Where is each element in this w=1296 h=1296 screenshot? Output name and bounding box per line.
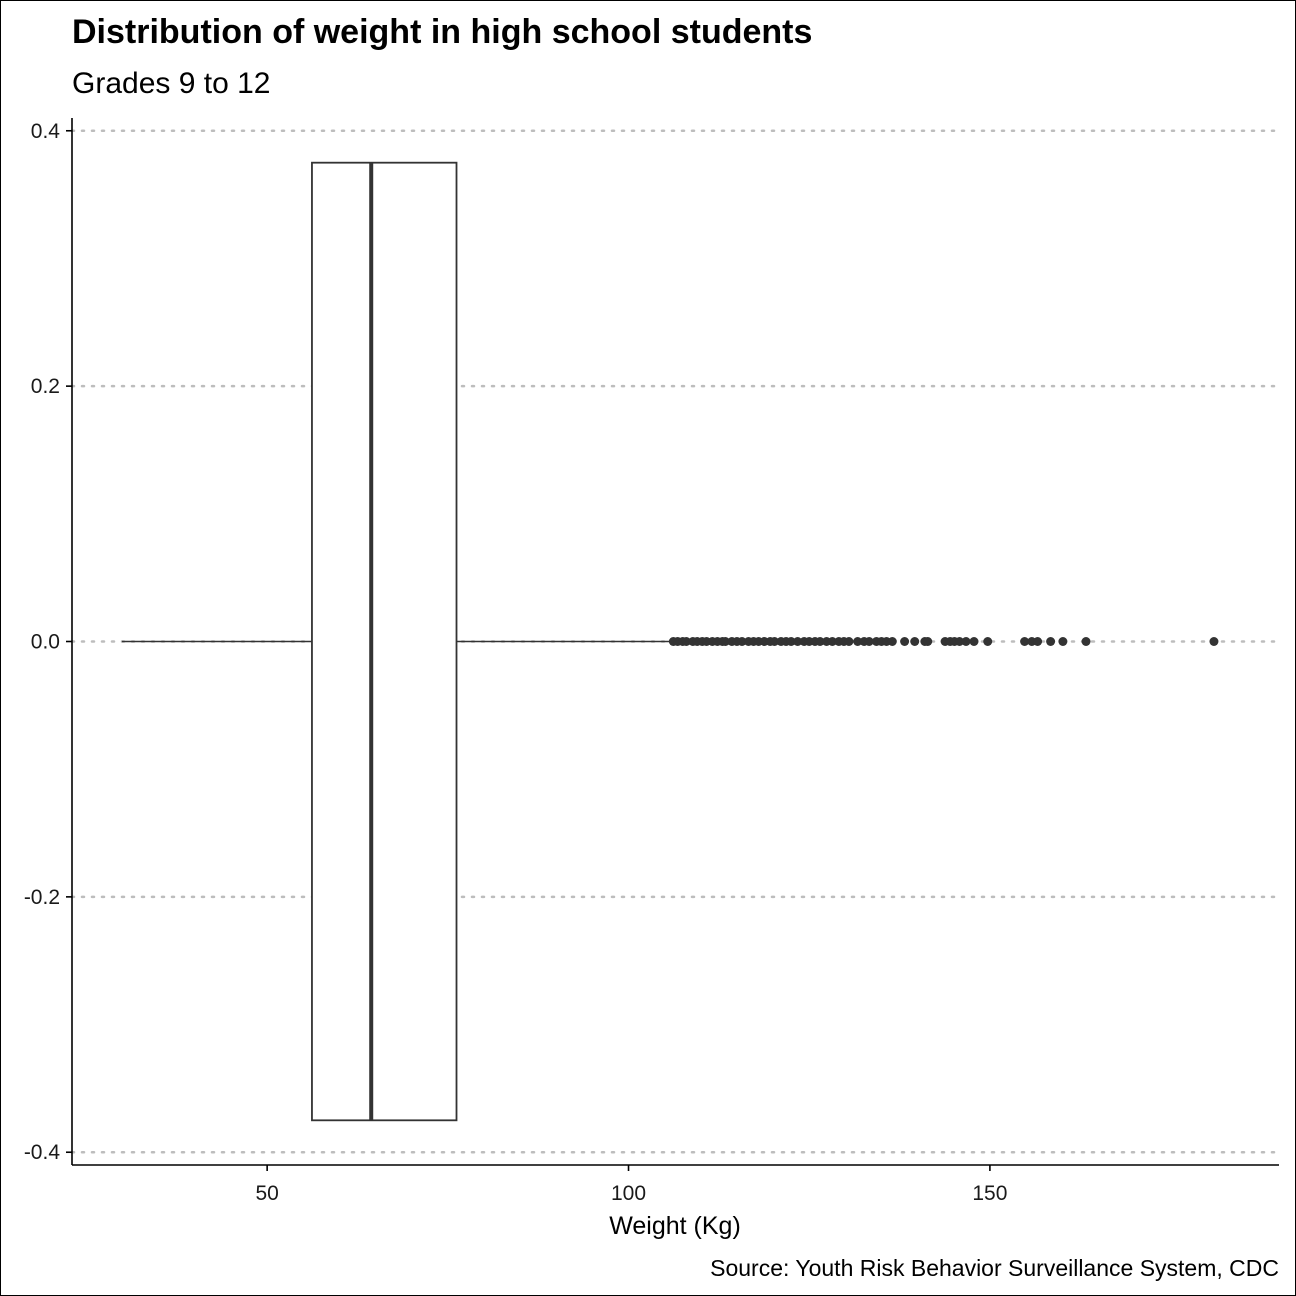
y-tick-label: -0.4 xyxy=(24,1141,61,1164)
outlier-point xyxy=(1046,637,1056,646)
chart-subtitle: Grades 9 to 12 xyxy=(72,67,270,100)
x-axis-title: Weight (Kg) xyxy=(609,1212,741,1240)
outlier-point xyxy=(844,637,854,646)
outlier-point xyxy=(961,637,971,646)
outlier-point xyxy=(770,637,780,646)
outlier-point xyxy=(1020,637,1030,646)
x-tick-label: 150 xyxy=(972,1182,1007,1205)
chart-caption: Source: Youth Risk Behavior Surveillance… xyxy=(710,1255,1279,1281)
box-iqr xyxy=(311,161,458,1122)
y-tick-label: 0.4 xyxy=(31,120,61,143)
x-axis-ticks: 50 100 150 xyxy=(255,1165,1007,1205)
outlier-point xyxy=(720,637,730,646)
y-tick-label: 0.0 xyxy=(31,631,60,654)
outlier-point xyxy=(1209,637,1219,646)
outlier-point xyxy=(681,637,691,646)
outlier-point xyxy=(853,637,863,646)
outlier-point xyxy=(969,637,979,646)
y-axis-ticks: 0.4 0.2 0.0 -0.2 -0.4 xyxy=(24,120,72,1164)
outlier-point xyxy=(955,637,965,646)
x-tick-label: 100 xyxy=(611,1182,646,1205)
y-tick-label: 0.2 xyxy=(31,375,60,398)
outlier-point xyxy=(737,637,747,646)
outlier-point xyxy=(815,637,825,646)
outlier-point xyxy=(793,637,803,646)
y-tick-label: -0.2 xyxy=(24,886,60,909)
outlier-point xyxy=(1058,637,1068,646)
outlier-point xyxy=(827,637,837,646)
outlier-point xyxy=(923,637,933,646)
outlier-point xyxy=(900,637,910,646)
outlier-point xyxy=(1081,637,1091,646)
x-tick-label: 50 xyxy=(255,1182,278,1205)
outlier-point xyxy=(1033,637,1043,646)
box xyxy=(311,161,458,1122)
outlier-point xyxy=(983,637,993,646)
outlier-point xyxy=(786,637,796,646)
outlier-point xyxy=(864,637,874,646)
outliers xyxy=(668,637,1219,646)
outlier-point xyxy=(910,637,920,646)
chart-title: Distribution of weight in high school st… xyxy=(72,13,812,51)
outlier-point xyxy=(887,637,897,646)
